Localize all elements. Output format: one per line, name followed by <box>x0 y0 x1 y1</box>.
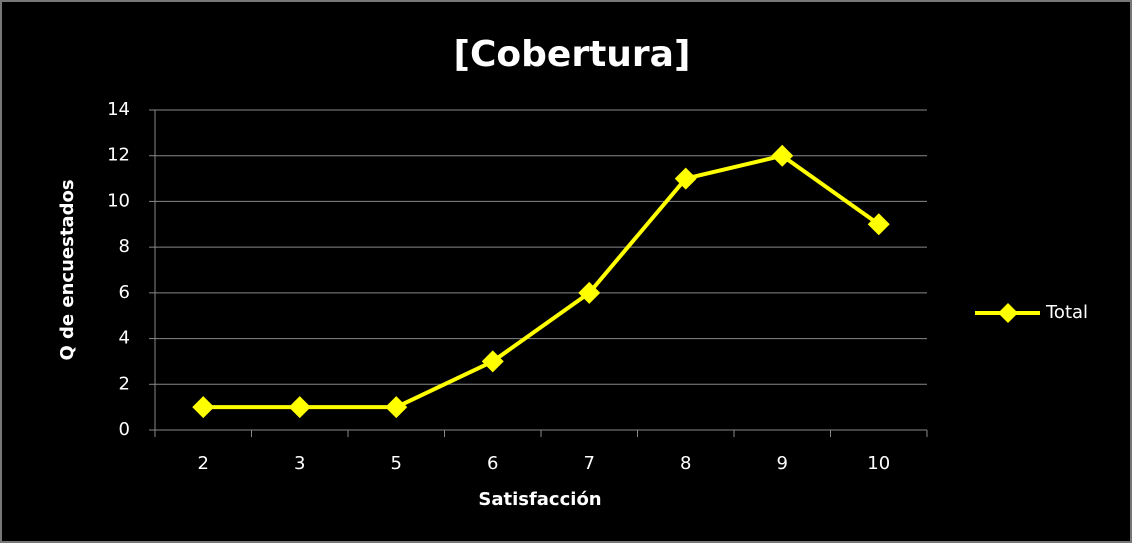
x-axis-label: Satisfacción <box>478 489 601 510</box>
y-tick-label: 4 <box>119 328 130 349</box>
y-axis-label: Q de encuestados <box>57 179 78 360</box>
x-tick-label: 9 <box>777 453 788 474</box>
legend-label: Total <box>1045 302 1088 323</box>
marker <box>867 213 890 236</box>
x-tick-label: 3 <box>294 453 305 474</box>
marker <box>385 396 408 419</box>
marker <box>288 396 311 419</box>
x-tick-label: 6 <box>487 453 498 474</box>
x-tick-label: 5 <box>391 453 402 474</box>
legend-marker <box>998 303 1018 323</box>
y-tick-label: 8 <box>119 236 130 257</box>
y-tick-label: 0 <box>119 419 130 440</box>
line <box>203 153 880 410</box>
y-tick-label: 14 <box>107 99 130 120</box>
chart-title: [Cobertura] <box>454 34 691 75</box>
marker <box>192 396 215 419</box>
marker <box>674 167 697 190</box>
marker <box>578 281 601 304</box>
x-tick-label: 10 <box>867 453 890 474</box>
y-tick-label: 12 <box>107 145 130 166</box>
x-tick-label: 8 <box>680 453 691 474</box>
marker <box>481 350 504 373</box>
y-tick-label: 2 <box>119 373 130 394</box>
x-tick-label: 7 <box>584 453 595 474</box>
x-tick-label: 2 <box>198 453 209 474</box>
marker <box>771 144 794 167</box>
y-tick-label: 10 <box>107 190 130 211</box>
y-tick-label: 6 <box>119 282 130 303</box>
